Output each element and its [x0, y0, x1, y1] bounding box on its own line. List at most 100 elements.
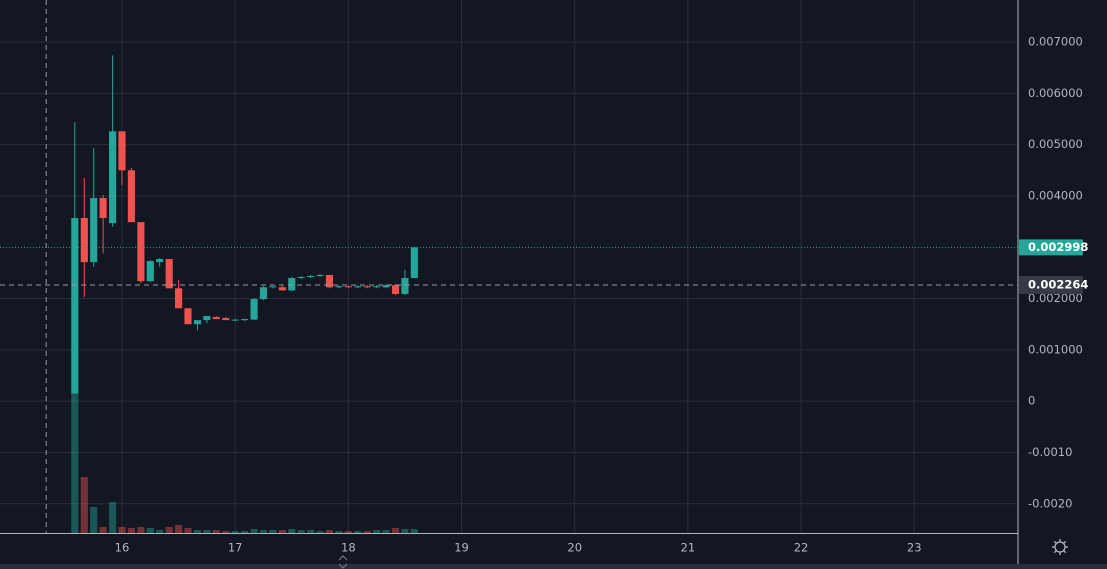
candle-body	[80, 218, 88, 263]
candle-body	[231, 319, 239, 321]
x-tick-label: 16	[115, 541, 130, 555]
candle-body	[203, 316, 211, 321]
volume-bar	[391, 528, 400, 533]
candle-body	[307, 275, 315, 278]
volume-bar	[297, 530, 305, 533]
candle-body	[250, 299, 258, 320]
candle-body	[146, 261, 154, 282]
volume-bar	[222, 531, 230, 533]
volume-bar	[127, 528, 135, 533]
volume-bar	[307, 530, 315, 533]
volume-bar	[99, 527, 107, 533]
volume-bar	[193, 530, 202, 533]
volume-bar	[269, 530, 277, 533]
volume-bar	[410, 529, 418, 533]
volume-bar	[325, 530, 334, 533]
candle-body	[137, 222, 145, 282]
candle-body	[212, 317, 220, 320]
volume-bar	[278, 530, 286, 533]
volume-bar	[231, 531, 239, 533]
y-tick-label: -0.0010	[1028, 445, 1072, 459]
candle-body	[410, 247, 418, 279]
y-tick-label: 0.005000	[1028, 137, 1083, 151]
y-tick-label: 0.006000	[1028, 86, 1083, 100]
volume-bar	[80, 477, 88, 533]
candle-body	[325, 274, 334, 288]
candle-body	[288, 278, 296, 291]
volume-bar	[109, 502, 117, 533]
candle-body	[193, 320, 202, 325]
volume-bar	[156, 530, 164, 533]
volume-bar	[137, 527, 145, 533]
volume-bar	[90, 507, 98, 533]
candle-body	[316, 274, 324, 276]
x-tick-label: 18	[341, 541, 356, 555]
y-tick-label: -0.0020	[1028, 496, 1072, 510]
volume-bar	[175, 525, 183, 533]
last-price-badge	[1019, 239, 1083, 256]
bottom-bar	[0, 564, 1107, 569]
volume-bar	[316, 531, 324, 533]
candle-body	[382, 285, 390, 288]
y-tick-label: 0.001000	[1028, 342, 1083, 356]
volume-bar	[71, 393, 79, 533]
gear-teeth	[1052, 539, 1068, 555]
volume-bar	[184, 528, 192, 533]
y-tick-label: 0.002000	[1028, 291, 1083, 305]
candle-body	[90, 198, 98, 263]
candle-body	[184, 308, 192, 325]
volume-bar	[363, 531, 371, 533]
x-tick-label: 21	[681, 541, 696, 555]
candle-body	[373, 286, 381, 288]
volume-bar	[241, 531, 249, 533]
volume-bar	[165, 527, 173, 533]
candle-body	[99, 198, 107, 219]
candle-body	[401, 278, 409, 294]
crosshair-price-label: 0.002264	[1028, 278, 1088, 292]
volume-bar	[259, 530, 268, 533]
resize-handle[interactable]	[338, 555, 348, 569]
candle-body	[109, 131, 117, 224]
volume-bar	[373, 530, 381, 533]
volume-bar	[382, 530, 390, 533]
candle-body	[344, 286, 352, 288]
x-tick-label: 20	[567, 541, 582, 555]
candle-body	[363, 286, 371, 288]
candle-body	[71, 218, 79, 394]
candle-body	[259, 287, 268, 300]
y-tick-label: 0.004000	[1028, 188, 1083, 202]
volume-bar	[146, 528, 154, 533]
x-tick-label: 22	[794, 541, 809, 555]
y-tick-label: 0	[1028, 394, 1035, 408]
candle-body	[165, 259, 173, 289]
candle-body	[269, 286, 277, 288]
x-tick-label: 23	[907, 541, 922, 555]
volume-bar	[344, 531, 352, 533]
volume-bar	[212, 530, 220, 533]
settings-button[interactable]	[1052, 539, 1068, 555]
volume-bar	[354, 531, 362, 533]
crosshair-badge	[1019, 276, 1083, 295]
last-price-label: 0.002998	[1028, 240, 1088, 254]
x-tick-label: 19	[454, 541, 469, 555]
x-tick-label: 17	[228, 541, 243, 555]
volume-bar	[288, 529, 296, 533]
volume-bar	[118, 527, 126, 533]
volume-bar	[203, 530, 211, 533]
volume-bar	[401, 529, 409, 533]
candle-body	[156, 259, 164, 263]
candle-body	[222, 318, 230, 321]
volume-bar	[250, 529, 258, 533]
candle-body	[335, 286, 343, 288]
candle-body	[391, 285, 400, 294]
candle-body	[175, 288, 183, 309]
candle-body	[297, 277, 305, 279]
candle-body	[241, 319, 249, 321]
candle-body	[118, 131, 126, 171]
y-tick-label: 0.007000	[1028, 35, 1083, 49]
candle-body	[127, 170, 135, 223]
candle-body	[354, 286, 362, 288]
candle-body	[278, 287, 286, 291]
